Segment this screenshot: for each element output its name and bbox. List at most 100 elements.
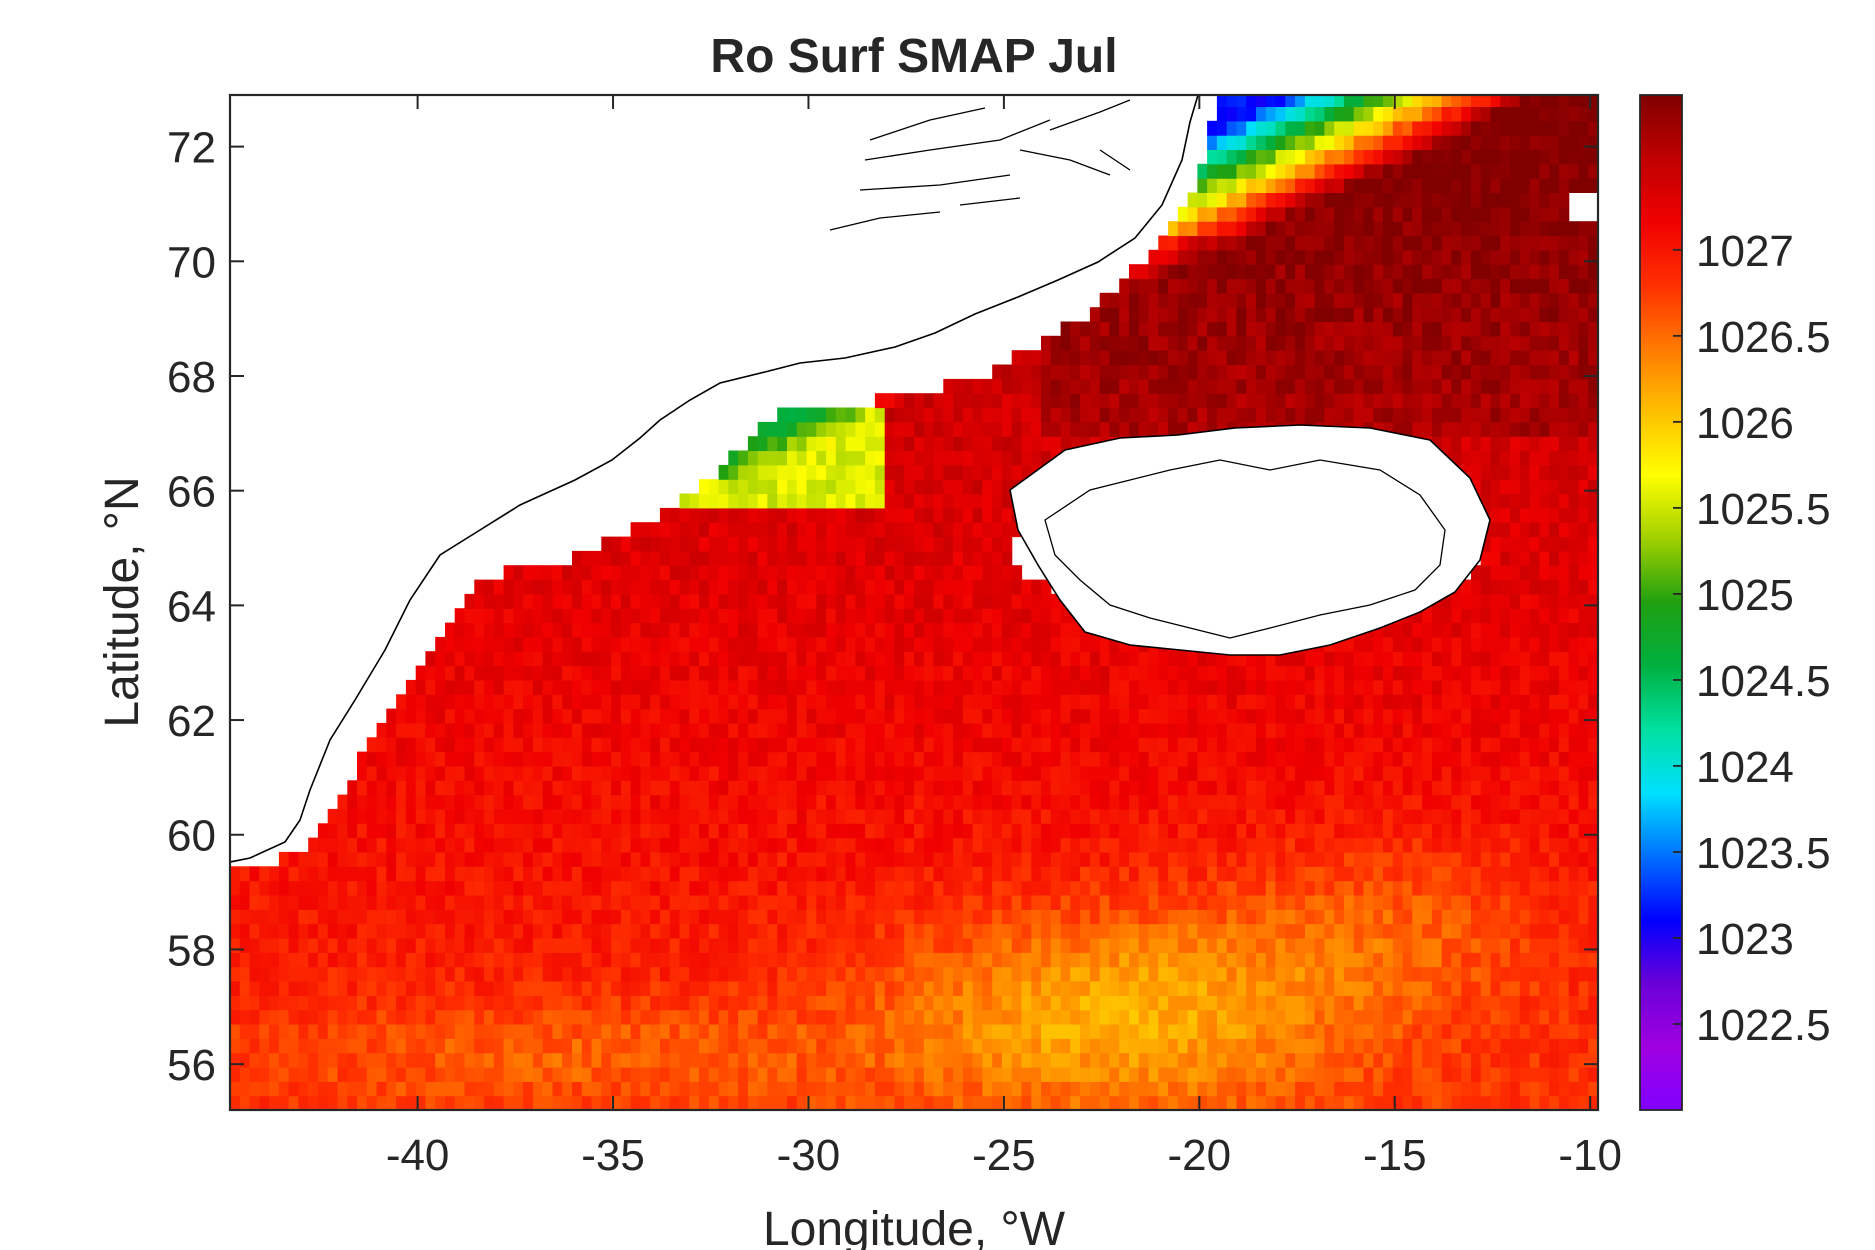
heatmap-cell [611, 808, 622, 824]
heatmap-cell [1402, 1024, 1413, 1039]
heatmap-cell [503, 923, 514, 939]
heatmap-cell [855, 679, 866, 695]
heatmap-cell [806, 966, 817, 982]
heatmap-cell [1578, 579, 1589, 595]
heatmap-cell [1412, 694, 1423, 710]
heatmap-cell [757, 708, 769, 724]
heatmap-cell [513, 651, 524, 667]
heatmap-cell [1363, 981, 1374, 996]
heatmap-cell [591, 866, 602, 882]
heatmap-cell [1099, 780, 1111, 796]
heatmap-cell [1490, 722, 1501, 738]
heatmap-cell [1519, 895, 1531, 910]
heatmap-cell [386, 823, 397, 839]
heatmap-cell [718, 780, 729, 796]
heatmap-cell [1031, 808, 1042, 824]
heatmap-cell [708, 895, 720, 910]
heatmap-cell [337, 880, 348, 896]
heatmap-cell [503, 808, 514, 824]
heatmap-cell [1441, 1024, 1453, 1039]
heatmap-cell [1549, 938, 1560, 953]
heatmap-cell [317, 851, 329, 867]
heatmap-cell [1207, 952, 1218, 968]
heatmap-cell [1295, 966, 1306, 982]
heatmap-cell [620, 1009, 632, 1025]
heatmap-cell [943, 579, 954, 595]
heatmap-cell [1549, 909, 1560, 925]
heatmap-cell [454, 851, 466, 867]
heatmap-cell [630, 651, 641, 667]
heatmap-cell [738, 1038, 749, 1054]
heatmap-cell [943, 608, 954, 624]
heatmap-cell [1265, 938, 1277, 953]
heatmap-cell [1256, 851, 1267, 867]
heatmap-cell [1129, 1009, 1140, 1025]
heatmap-cell [435, 952, 446, 968]
heatmap-cell [796, 1038, 808, 1054]
heatmap-cell [1021, 1052, 1032, 1068]
heatmap-cell [699, 579, 710, 595]
heatmap-cell [767, 1081, 778, 1097]
heatmap-cell [884, 1024, 896, 1039]
heatmap-cell [591, 651, 602, 667]
heatmap-cell [1431, 981, 1443, 996]
heatmap-cell [1304, 665, 1316, 681]
heatmap-cell [835, 751, 847, 767]
heatmap-cell [630, 1038, 641, 1054]
heatmap-cell [1461, 966, 1472, 982]
heatmap-cell [835, 1052, 847, 1068]
heatmap-cell [532, 665, 544, 681]
heatmap-cell [1041, 694, 1052, 710]
heatmap-cell [1353, 808, 1365, 824]
heatmap-cell [1148, 981, 1159, 996]
heatmap-cell [1099, 708, 1111, 724]
heatmap-cell [337, 1095, 348, 1110]
heatmap-cell [1050, 608, 1062, 624]
heatmap-cell [1334, 679, 1345, 695]
heatmap-cell [386, 1024, 397, 1039]
heatmap-cell [1275, 737, 1286, 753]
heatmap-cell [552, 737, 563, 753]
heatmap-cell [669, 722, 681, 738]
heatmap-cell [1031, 651, 1042, 667]
heatmap-cell [1265, 808, 1277, 824]
heatmap-cell [532, 694, 544, 710]
heatmap-cell [923, 722, 935, 738]
heatmap-cell [1529, 923, 1540, 939]
heatmap-cell [1480, 851, 1492, 867]
heatmap-cell [747, 923, 759, 939]
heatmap-cell [1129, 923, 1140, 939]
heatmap-cell [1510, 751, 1521, 767]
heatmap-cell [845, 765, 856, 781]
heatmap-cell [679, 550, 690, 566]
heatmap-cell [278, 938, 290, 953]
heatmap-cell [1480, 866, 1492, 882]
heatmap-cell [542, 1038, 554, 1054]
heatmap-cell [1295, 1009, 1306, 1025]
heatmap-cell [708, 579, 720, 595]
heatmap-cell [1373, 622, 1384, 638]
heatmap-cell [1216, 765, 1228, 781]
heatmap-cell [884, 880, 896, 896]
heatmap-cell [992, 1067, 1003, 1082]
heatmap-cell [777, 550, 788, 566]
heatmap-cell [806, 1081, 817, 1097]
heatmap-cell [1500, 981, 1511, 996]
heatmap-cell [1383, 1095, 1394, 1110]
heatmap-cell [308, 995, 319, 1011]
heatmap-cell [1109, 751, 1120, 767]
heatmap-cell [1216, 1095, 1228, 1110]
heatmap-cell [992, 851, 1003, 867]
heatmap-cell [1050, 694, 1062, 710]
heatmap-cell [708, 622, 720, 638]
heatmap-cell [1187, 909, 1198, 925]
heatmap-cell [1568, 622, 1580, 638]
heatmap-cell [1226, 694, 1238, 710]
heatmap-cell [962, 608, 974, 624]
heatmap-cell [787, 981, 798, 996]
heatmap-cell [777, 909, 788, 925]
heatmap-cell [454, 1052, 466, 1068]
heatmap-cell [1314, 1052, 1325, 1068]
heatmap-cell [239, 1095, 251, 1110]
heatmap-cell [679, 1052, 690, 1068]
